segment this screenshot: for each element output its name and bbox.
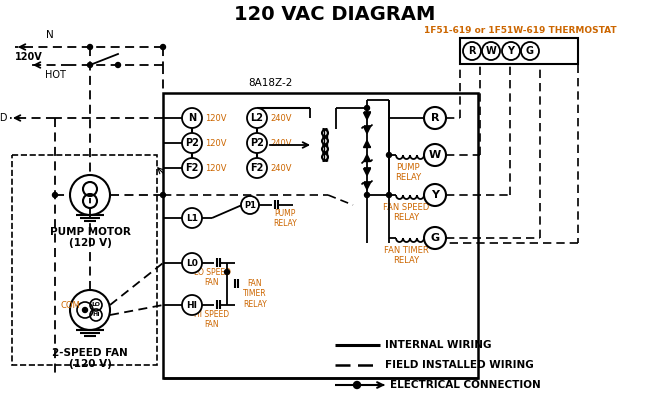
Text: 8A18Z-2: 8A18Z-2 xyxy=(248,78,292,88)
Circle shape xyxy=(387,192,391,197)
Text: P1: P1 xyxy=(244,201,256,210)
Text: FAN SPEED
RELAY: FAN SPEED RELAY xyxy=(383,203,429,222)
Bar xyxy=(12,155,157,365)
Text: HOT: HOT xyxy=(45,70,66,80)
Text: P2: P2 xyxy=(185,138,199,148)
Text: (120 V): (120 V) xyxy=(68,238,111,248)
Text: L1: L1 xyxy=(186,214,198,222)
Circle shape xyxy=(502,42,520,60)
Text: 240V: 240V xyxy=(270,114,291,122)
Circle shape xyxy=(88,62,92,67)
Text: 120V: 120V xyxy=(15,52,43,62)
Text: Y: Y xyxy=(507,46,515,56)
Text: F2: F2 xyxy=(186,163,199,173)
Text: PUMP
RELAY: PUMP RELAY xyxy=(273,209,297,228)
Circle shape xyxy=(482,42,500,60)
Text: 240V: 240V xyxy=(270,163,291,173)
Text: G: G xyxy=(430,233,440,243)
Text: HI: HI xyxy=(92,313,100,318)
Text: F2: F2 xyxy=(251,163,264,173)
Circle shape xyxy=(70,175,110,215)
Text: L2: L2 xyxy=(251,113,263,123)
Text: L0: L0 xyxy=(186,259,198,267)
Text: FAN
TIMER
RELAY: FAN TIMER RELAY xyxy=(243,279,267,309)
Text: N: N xyxy=(46,30,54,40)
Text: HI SPEED
FAN: HI SPEED FAN xyxy=(194,310,230,329)
Circle shape xyxy=(115,62,121,67)
Circle shape xyxy=(424,107,446,129)
Text: PUMP MOTOR: PUMP MOTOR xyxy=(50,227,131,237)
Text: HI: HI xyxy=(186,300,198,310)
Polygon shape xyxy=(364,168,371,176)
Circle shape xyxy=(424,144,446,166)
Circle shape xyxy=(387,153,391,158)
Polygon shape xyxy=(364,127,371,134)
Circle shape xyxy=(182,158,202,178)
Bar xyxy=(163,93,478,378)
Circle shape xyxy=(364,192,369,197)
Circle shape xyxy=(463,42,481,60)
Text: 2-SPEED FAN: 2-SPEED FAN xyxy=(52,348,128,358)
Text: (120 V): (120 V) xyxy=(68,359,111,369)
Text: PUMP
RELAY: PUMP RELAY xyxy=(395,163,421,182)
Text: 120V: 120V xyxy=(205,163,226,173)
Circle shape xyxy=(354,382,360,388)
Bar xyxy=(460,38,578,64)
Circle shape xyxy=(182,208,202,228)
Text: R: R xyxy=(431,113,440,123)
Text: 120V: 120V xyxy=(205,114,226,122)
Circle shape xyxy=(182,295,202,315)
Text: FIELD INSTALLED WIRING: FIELD INSTALLED WIRING xyxy=(385,360,534,370)
Text: 1F51-619 or 1F51W-619 THERMOSTAT: 1F51-619 or 1F51W-619 THERMOSTAT xyxy=(423,26,616,34)
Circle shape xyxy=(182,133,202,153)
Text: N: N xyxy=(188,113,196,123)
Circle shape xyxy=(161,192,165,197)
Text: FAN TIMER
RELAY: FAN TIMER RELAY xyxy=(384,246,428,265)
Circle shape xyxy=(52,192,58,197)
Text: 120V: 120V xyxy=(205,139,226,147)
Text: LO SPEED
FAN: LO SPEED FAN xyxy=(194,268,230,287)
Text: LO: LO xyxy=(92,303,100,308)
Circle shape xyxy=(247,108,267,128)
Circle shape xyxy=(241,196,259,214)
Circle shape xyxy=(521,42,539,60)
Circle shape xyxy=(364,106,369,111)
Text: P2: P2 xyxy=(250,138,264,148)
Circle shape xyxy=(182,253,202,273)
Text: ELECTRICAL CONNECTION: ELECTRICAL CONNECTION xyxy=(390,380,541,390)
Text: 240V: 240V xyxy=(270,139,291,147)
Circle shape xyxy=(82,308,88,313)
Polygon shape xyxy=(364,155,371,161)
Text: 120 VAC DIAGRAM: 120 VAC DIAGRAM xyxy=(234,5,436,23)
Text: G: G xyxy=(526,46,534,56)
Text: COM: COM xyxy=(60,300,80,310)
Circle shape xyxy=(424,227,446,249)
Circle shape xyxy=(70,290,110,330)
Circle shape xyxy=(224,269,230,274)
Circle shape xyxy=(88,44,92,49)
Polygon shape xyxy=(364,183,371,189)
Circle shape xyxy=(247,133,267,153)
Polygon shape xyxy=(364,140,371,147)
Text: R: R xyxy=(468,46,476,56)
Circle shape xyxy=(424,184,446,206)
Text: Y: Y xyxy=(431,190,439,200)
Text: INTERNAL WIRING: INTERNAL WIRING xyxy=(385,340,492,350)
Circle shape xyxy=(182,108,202,128)
Text: W: W xyxy=(486,46,496,56)
Circle shape xyxy=(161,44,165,49)
Polygon shape xyxy=(364,112,371,119)
Text: GND: GND xyxy=(0,113,8,123)
Text: W: W xyxy=(429,150,441,160)
Circle shape xyxy=(247,158,267,178)
